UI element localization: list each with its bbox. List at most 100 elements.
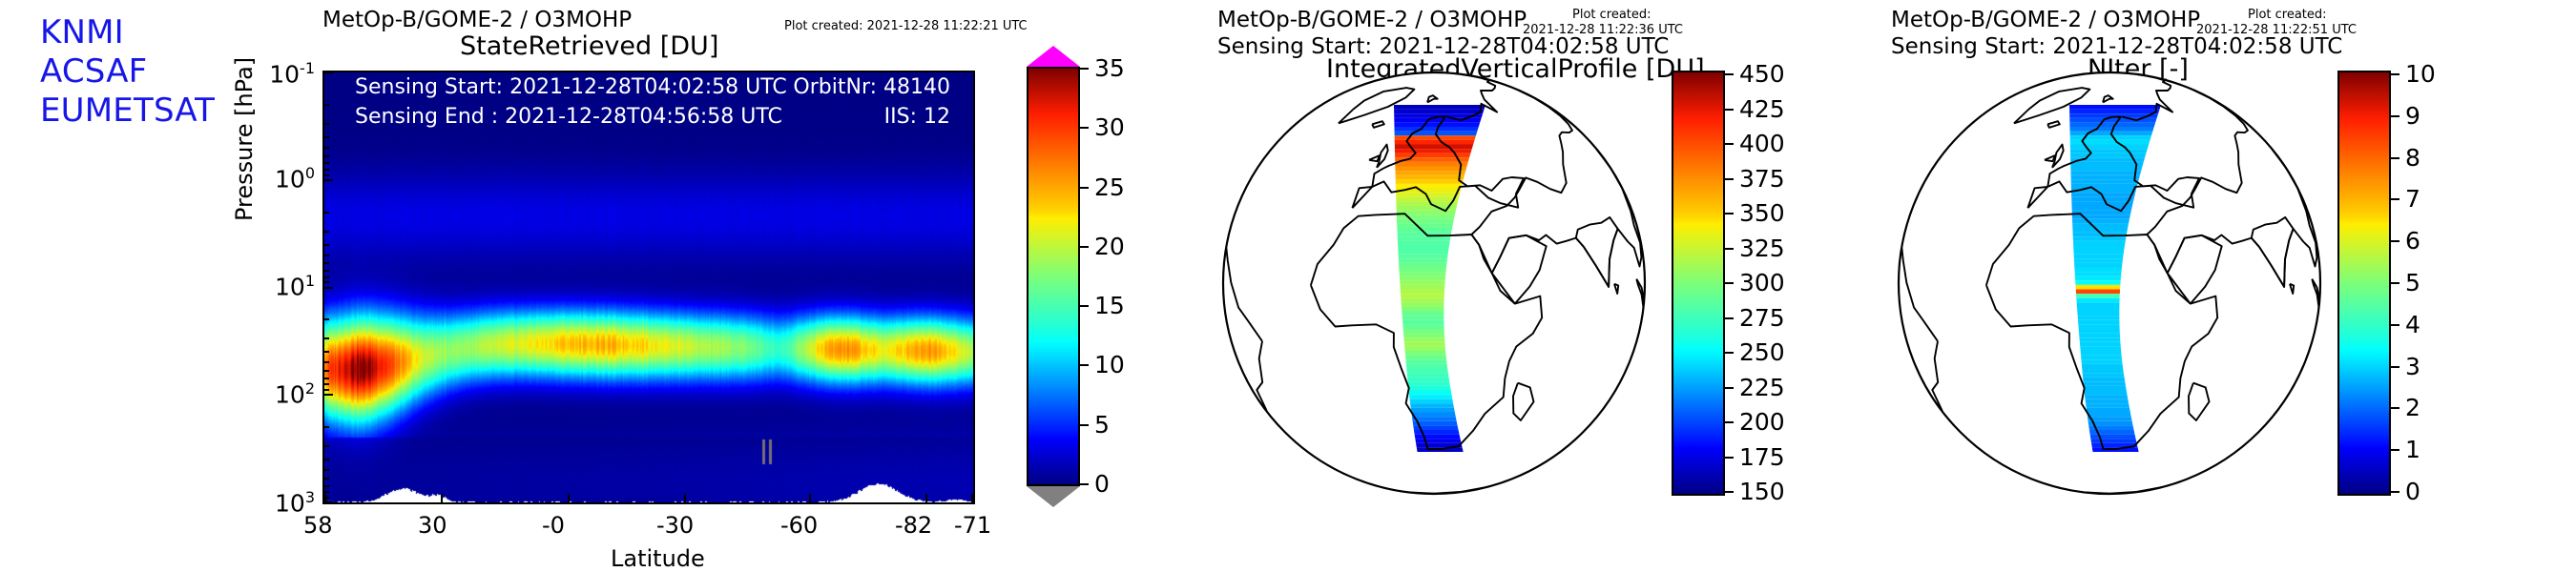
panel1-y-tickmark bbox=[324, 276, 329, 278]
panel1-y-tickmark bbox=[324, 394, 333, 397]
swath-segment bbox=[2075, 284, 2121, 290]
swath-segment bbox=[1394, 127, 1479, 132]
swath-segment bbox=[1402, 328, 1444, 334]
colorbar-tick-label: 450 bbox=[1739, 60, 1785, 88]
coastline bbox=[2250, 215, 2295, 288]
swath-segment bbox=[2083, 377, 2126, 382]
colorbar-tick-label: 225 bbox=[1739, 373, 1785, 401]
swath-segment bbox=[2087, 417, 2132, 421]
panel1-ytick-2-base: 10 bbox=[275, 273, 305, 301]
swath-segment bbox=[1399, 267, 1446, 273]
swath-segment bbox=[1407, 385, 1451, 391]
colorbar-tick-label: 300 bbox=[1739, 269, 1785, 296]
colorbar-tick-label: 10 bbox=[1094, 351, 1125, 379]
panel1-y-tickmark bbox=[324, 281, 329, 284]
swath-segment bbox=[2082, 368, 2124, 374]
swath-segment bbox=[2069, 122, 2156, 128]
swath-segment bbox=[2077, 311, 2120, 317]
panel1-colorbar-gradient bbox=[1027, 67, 1080, 486]
colorbar-tick-mark bbox=[1080, 364, 1089, 367]
colorbar-tick-label: 5 bbox=[2405, 269, 2420, 296]
swath-segment bbox=[2088, 425, 2134, 430]
colorbar-tick-mark bbox=[1080, 68, 1089, 70]
panel1-y-tickmark bbox=[324, 501, 333, 502]
panel1-y-tickmark bbox=[324, 370, 329, 373]
colorbar-tick-mark bbox=[2391, 282, 2399, 284]
coastline bbox=[1351, 115, 1525, 213]
swath-segment bbox=[2069, 113, 2159, 118]
swath-segment bbox=[1403, 337, 1445, 342]
swath-segment bbox=[1405, 355, 1447, 360]
swath-segment bbox=[1394, 113, 1484, 118]
swath-segment bbox=[2070, 171, 2142, 175]
panel1-x-tickmark bbox=[925, 494, 927, 502]
swath-segment bbox=[1396, 201, 1458, 206]
coastline bbox=[1445, 73, 1643, 288]
swath-segment bbox=[2073, 254, 2124, 259]
swath-segment bbox=[2081, 363, 2124, 369]
coastline bbox=[2051, 143, 2065, 169]
swath-segment bbox=[1404, 346, 1446, 352]
colorbar-tick-label: 0 bbox=[2405, 478, 2420, 505]
swath-segment bbox=[2071, 214, 2130, 219]
swath-segment bbox=[2070, 183, 2138, 189]
swath-segment bbox=[1395, 183, 1463, 189]
panel1-y-tickmark bbox=[324, 174, 329, 176]
coastline bbox=[2013, 87, 2091, 125]
logo-line-eumetsat: EUMETSAT bbox=[40, 92, 216, 130]
swath-segment bbox=[1396, 196, 1460, 202]
colorbar-tick-label: 4 bbox=[2405, 310, 2420, 338]
panel3-polar-map[interactable] bbox=[1897, 71, 2322, 496]
swath-segment bbox=[1398, 258, 1448, 263]
panel1-x-tickmark bbox=[809, 494, 811, 502]
panel2-polar-map[interactable] bbox=[1221, 71, 1647, 496]
swath-segment bbox=[1403, 333, 1445, 338]
swath-segment bbox=[2082, 373, 2125, 378]
swath-segment bbox=[2079, 341, 2121, 347]
swath-segment bbox=[1401, 306, 1444, 312]
colorbar-tick-mark bbox=[1725, 491, 1734, 493]
swath-segment bbox=[1397, 240, 1450, 246]
panel1-y-tickmark bbox=[324, 135, 329, 138]
swath-segment bbox=[1400, 280, 1445, 285]
panel1-y-tickmark bbox=[324, 459, 329, 461]
coastline bbox=[1376, 143, 1389, 169]
panel1-y-tickmark bbox=[324, 103, 329, 106]
colorbar-tick-label: 7 bbox=[2405, 185, 2420, 214]
colorbar-tick-mark bbox=[2391, 491, 2399, 493]
panel3-colorbar-gradient bbox=[2337, 71, 2391, 496]
swath-segment bbox=[2078, 319, 2120, 325]
panel2-sensing-start: Sensing Start: 2021-12-28T04:02:58 UTC bbox=[1217, 34, 1670, 59]
coastline bbox=[1901, 248, 1943, 412]
panel1-x-tickmark bbox=[441, 494, 443, 502]
swath-segment bbox=[1403, 341, 1445, 347]
swath-segment bbox=[1402, 324, 1444, 329]
colorbar-tick-mark bbox=[1725, 73, 1734, 75]
coastline bbox=[2044, 154, 2057, 163]
colorbar-tick-mark bbox=[1725, 177, 1734, 180]
swath-segment bbox=[1402, 316, 1444, 320]
swath-segment bbox=[1395, 179, 1464, 184]
colorbar-tick-label: 375 bbox=[1739, 164, 1785, 193]
panel1-ytick-0-exp: -1 bbox=[300, 59, 315, 77]
swath-segment bbox=[2072, 236, 2127, 241]
panel1-plot-area[interactable] bbox=[322, 71, 975, 504]
panel1-x-tickmark bbox=[324, 494, 326, 502]
panel1-y-tickmark bbox=[324, 383, 329, 386]
swath-segment bbox=[1400, 284, 1445, 290]
swath-segment bbox=[1411, 417, 1457, 421]
colorbar-tick-label: 20 bbox=[1094, 232, 1125, 260]
panel1-xtick-3: -30 bbox=[656, 512, 695, 539]
colorbar-tick-label: 325 bbox=[1739, 234, 1785, 262]
panel1-ytick-3-exp: 2 bbox=[304, 379, 315, 398]
swath-segment bbox=[2085, 395, 2129, 399]
panel1-y-tickmark bbox=[324, 230, 329, 233]
panel1-y-tickmark bbox=[324, 178, 333, 181]
swath-segment bbox=[1412, 420, 1458, 426]
swath-segment bbox=[2076, 294, 2120, 298]
swath-segment bbox=[1413, 425, 1459, 430]
colorbar-tick-label: 350 bbox=[1739, 199, 1785, 227]
panel2-plot-created-value: 2021-12-28 11:22:36 UTC bbox=[1523, 23, 1683, 37]
panel1-y-tickmark bbox=[324, 72, 333, 73]
swath-segment bbox=[2074, 276, 2122, 281]
